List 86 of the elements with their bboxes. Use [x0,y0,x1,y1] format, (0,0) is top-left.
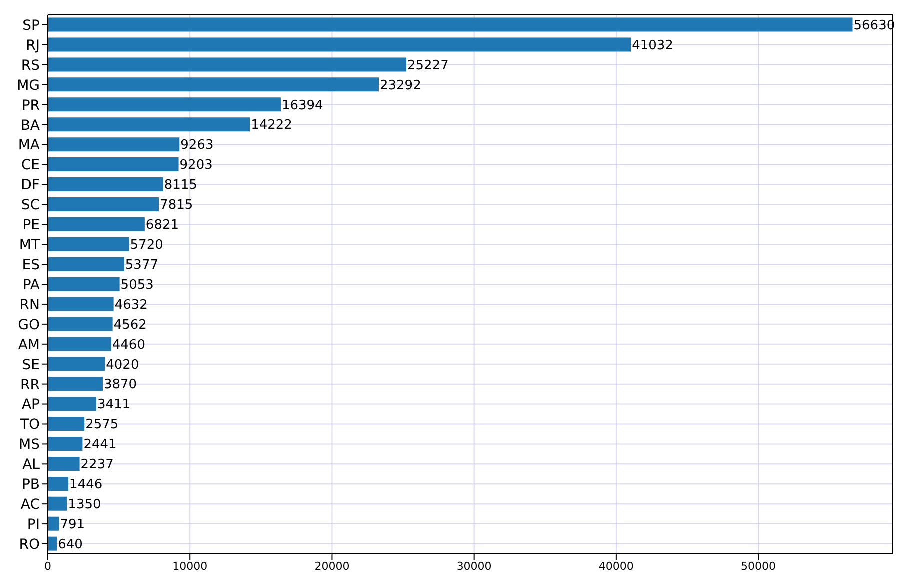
x-tick-label: 20000 [314,560,350,573]
y-tick-label: RJ [26,38,40,54]
bar [48,357,106,372]
bar [48,496,68,511]
y-tick-label: PA [22,277,40,294]
bar [48,138,180,152]
data-label: 5053 [120,278,154,293]
bar [48,38,632,52]
y-tick-label: ES [22,258,40,274]
y-tick-label: MT [19,238,40,254]
data-label: 640 [58,537,83,552]
bar [48,377,103,392]
y-tick-label: SE [22,357,40,374]
y-tick-label: PE [22,218,40,234]
x-tick-label: 0 [44,560,52,573]
x-tick-label: 30000 [456,560,492,573]
y-tick-label: CE [21,158,40,174]
data-label: 41032 [632,38,674,54]
data-label: 23292 [380,78,422,94]
data-label: 4632 [114,298,148,313]
y-tick-label: SC [21,198,40,214]
bar [48,118,250,132]
bar [48,217,145,232]
bar [48,58,406,72]
data-label: 1446 [70,478,103,493]
y-tick-label: GO [18,317,40,334]
y-tick-label: RS [21,58,40,74]
y-tick-label: DF [21,178,40,194]
data-label: 2441 [84,438,117,453]
x-tick-label: 40000 [598,560,634,573]
bar [48,237,130,252]
y-tick-label: RR [20,377,40,394]
data-label: 9263 [180,138,214,154]
y-tick-label: PR [22,98,40,114]
bar [48,78,379,92]
y-tick-label: MG [17,78,40,94]
y-tick-label: RO [19,536,40,553]
bar [48,277,120,292]
bar [48,536,58,551]
data-label: 2575 [86,418,119,433]
data-label: 14222 [251,118,292,134]
y-tick-label: AP [22,397,40,414]
bar [48,516,60,531]
bar [48,297,114,312]
data-label: 1350 [68,498,102,513]
bar [48,317,113,332]
data-label: 791 [60,517,86,532]
bar [48,417,85,432]
bar [48,456,80,471]
data-label: 9203 [180,158,213,174]
x-tick-label: 50000 [741,560,776,573]
bar [48,178,164,192]
bar [48,397,96,412]
y-tick-label: BA [20,118,40,134]
y-tick-label: AL [22,457,40,474]
y-tick-label: MA [18,138,40,154]
bar [48,257,124,272]
bar [48,437,83,452]
y-tick-label: AM [18,337,40,354]
data-label: 5720 [130,238,164,253]
y-tick-label: TO [19,417,40,434]
bar [48,476,69,491]
y-tick-label: AC [20,497,40,514]
data-label: 6821 [146,218,180,234]
bar [48,337,112,352]
data-label: 2237 [80,458,114,473]
data-label: 3411 [97,398,131,413]
data-label: 4460 [112,338,146,353]
y-tick-label: RN [20,297,40,314]
data-label: 16394 [282,98,324,114]
y-tick-label: PI [27,517,40,534]
data-label: 25227 [408,58,449,74]
data-label: 8115 [164,178,198,194]
x-tick-label: 10000 [172,560,208,573]
y-tick-label: MS [19,437,40,454]
data-label: 5377 [125,258,159,273]
bar [48,158,179,172]
data-label: 7815 [160,198,194,214]
bar [48,197,160,212]
bar [48,98,281,112]
data-label: 3870 [104,378,138,393]
y-tick-label: SP [22,18,40,34]
data-label: 4020 [106,358,140,373]
bar [48,18,853,32]
data-label: 4562 [114,318,147,333]
y-tick-label: PB [22,477,40,494]
